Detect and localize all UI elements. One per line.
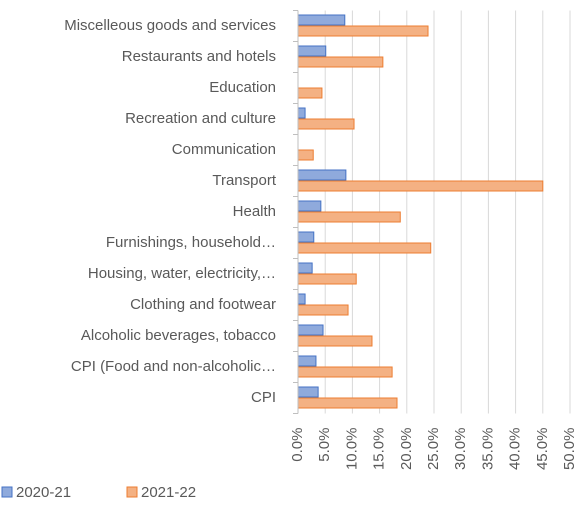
bar <box>297 273 357 285</box>
bar <box>297 231 315 243</box>
legend-label: 2020-21 <box>16 484 71 501</box>
y-tick-label: Transport <box>212 172 276 189</box>
y-tick-label: Clothing and footwear <box>130 296 276 313</box>
bar <box>297 366 393 378</box>
x-tick-label: 40.0% <box>507 428 524 471</box>
x-tick-label: 35.0% <box>479 428 496 471</box>
bar <box>297 386 319 398</box>
y-tick-label: CPI <box>251 389 276 406</box>
y-tick-label: Restaurants and hotels <box>122 48 276 65</box>
bar <box>297 324 324 336</box>
bar <box>297 242 432 254</box>
bar <box>297 262 313 274</box>
x-tick-label: 10.0% <box>343 428 360 471</box>
bar <box>297 335 373 347</box>
x-tick-label: 0.0% <box>289 428 306 462</box>
x-tick-label: 15.0% <box>371 428 388 471</box>
x-tick-label: 45.0% <box>534 428 551 471</box>
bar <box>297 56 384 68</box>
bar <box>297 14 346 26</box>
x-tick-label: 30.0% <box>452 428 469 471</box>
bar <box>297 45 327 57</box>
bar <box>297 304 349 316</box>
bar <box>297 118 355 130</box>
x-tick-label: 5.0% <box>316 428 333 462</box>
bar <box>297 25 429 37</box>
bar <box>297 149 314 161</box>
legend-swatch <box>126 486 138 498</box>
bar <box>297 107 306 119</box>
bar <box>297 211 401 223</box>
x-tick-label: 25.0% <box>425 428 442 471</box>
bar <box>297 180 544 192</box>
y-tick-label: Recreation and culture <box>125 110 276 127</box>
bar <box>297 87 323 99</box>
y-tick-label: Miscelleous goods and services <box>64 17 276 34</box>
bar <box>297 200 322 212</box>
legend-label: 2021-22 <box>141 484 196 501</box>
x-tick-label: 20.0% <box>398 428 415 471</box>
y-tick-label: CPI (Food and non-alcoholic… <box>71 358 276 375</box>
y-tick-label: Education <box>209 79 276 96</box>
y-tick-label: Housing, water, electricity,… <box>88 265 276 282</box>
bar <box>297 397 398 409</box>
y-tick-label: Communication <box>172 141 276 158</box>
bar <box>297 169 347 181</box>
y-tick-label: Alcoholic beverages, tobacco <box>81 327 276 344</box>
y-tick-label: Furnishings, household… <box>106 234 276 251</box>
y-tick-label: Health <box>233 203 276 220</box>
bar <box>297 355 317 367</box>
x-tick-label: 50.0% <box>561 428 578 471</box>
bar <box>297 293 306 305</box>
legend-swatch <box>1 486 13 498</box>
